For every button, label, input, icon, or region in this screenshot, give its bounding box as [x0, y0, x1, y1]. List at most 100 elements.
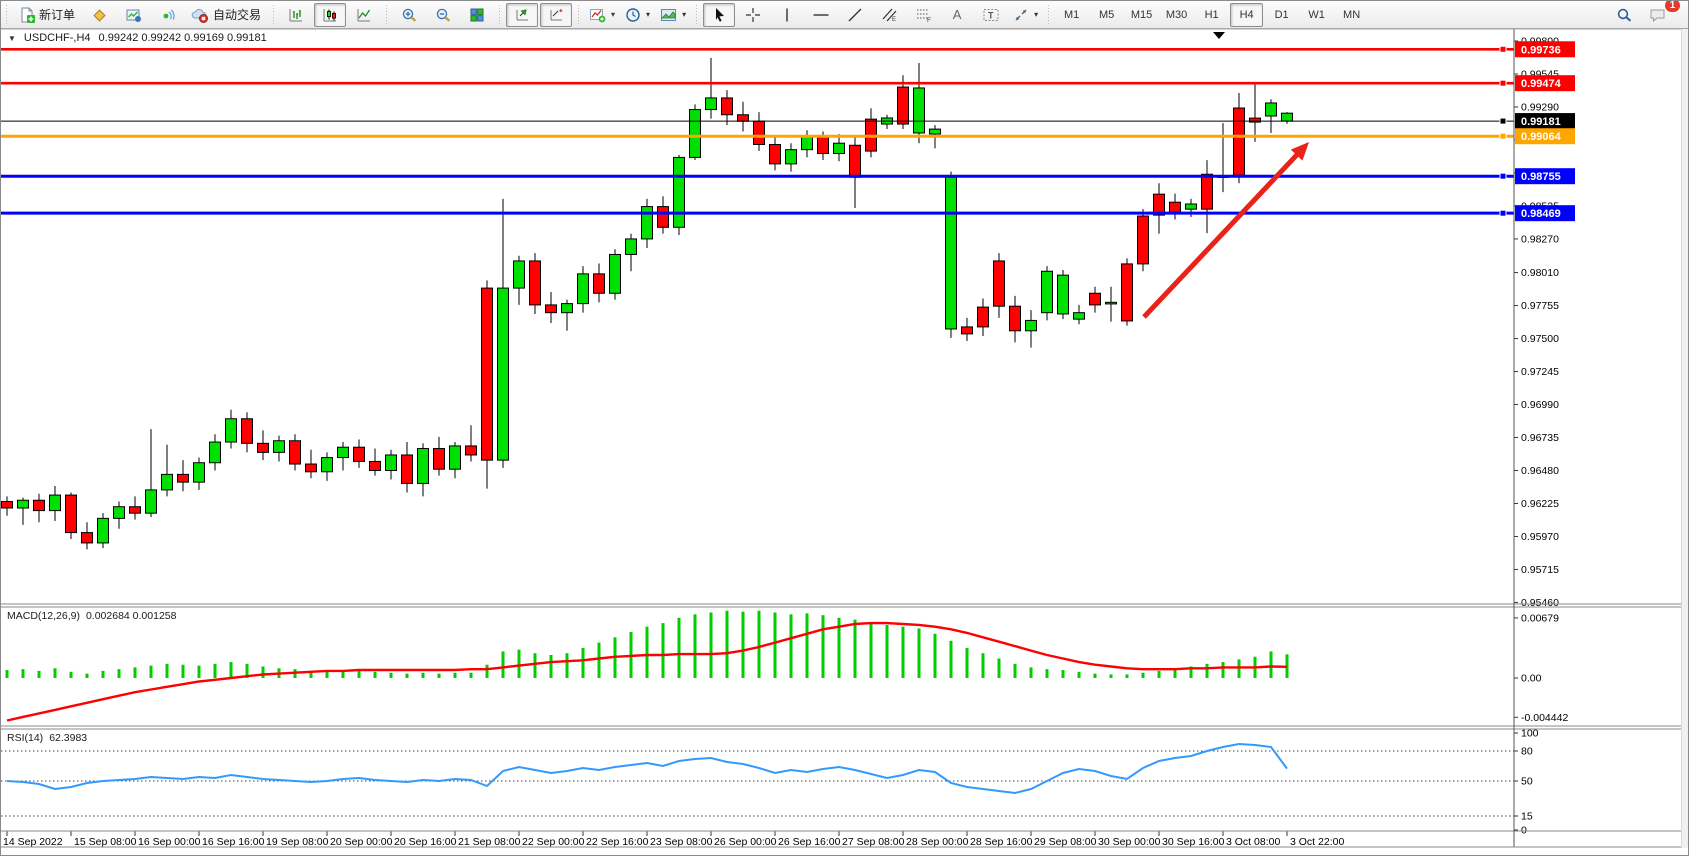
zoom-group [392, 1, 494, 29]
signals-button[interactable] [151, 3, 183, 27]
hline-handle[interactable] [1499, 79, 1507, 87]
candle [705, 57, 717, 119]
price-tags: 0.99736 0.99474 0.99181 0.99064 0.98755 0.984… [1515, 41, 1575, 222]
timeframe-button-mn[interactable]: MN [1343, 8, 1361, 21]
candle [1265, 99, 1277, 133]
horizontal-line-button[interactable] [805, 3, 837, 27]
chat-button[interactable]: 1 [1642, 1, 1680, 27]
periods-button[interactable]: ▾ [621, 3, 654, 27]
svg-text:16 Sep 16:00: 16 Sep 16:00 [202, 836, 265, 848]
timeframe-button-m5[interactable]: M5 [1098, 8, 1115, 21]
svg-text:0.96990: 0.96990 [1521, 399, 1559, 411]
candle [465, 425, 477, 462]
timeframe-button-m1[interactable]: M1 [1063, 8, 1080, 21]
new-order-button[interactable]: 新订单 [13, 3, 81, 27]
fibonacci-button[interactable]: F [907, 3, 939, 27]
equidistant-channel-button[interactable]: E [873, 3, 905, 27]
new-chart-icon [126, 9, 141, 22]
svg-text:0.99290: 0.99290 [1521, 101, 1559, 113]
candle [1025, 310, 1037, 348]
shift-marker-icon[interactable] [1213, 32, 1225, 39]
autotrading-button[interactable]: 自动交易 [185, 3, 267, 27]
line-chart-button[interactable] [348, 3, 380, 27]
search-button[interactable] [1608, 3, 1640, 27]
candle [593, 263, 605, 303]
candle [81, 522, 93, 550]
zoom-out-button[interactable] [427, 3, 459, 27]
candle [65, 492, 77, 540]
text-icon: A [952, 7, 962, 22]
timeframe-button-w1[interactable]: W1 [1308, 8, 1325, 21]
svg-text:0.99736: 0.99736 [1521, 44, 1561, 56]
vertical-line-icon [786, 8, 788, 21]
signals-icon [163, 9, 175, 20]
hline-handle[interactable] [1499, 132, 1507, 140]
arrows-button[interactable]: ▾ [1009, 3, 1042, 27]
new-order-icon [21, 7, 35, 23]
text-button[interactable]: A [941, 3, 973, 27]
trend-arrow[interactable] [1142, 142, 1309, 319]
candlestick-chart-button[interactable] [314, 2, 347, 27]
hline-handle[interactable] [1499, 45, 1507, 53]
rsi-name: RSI(14) [7, 732, 44, 744]
candle [433, 436, 445, 476]
svg-text:0.97245: 0.97245 [1521, 366, 1559, 378]
text-label-button[interactable]: T [975, 3, 1007, 27]
trendline-button[interactable] [839, 3, 871, 27]
timeframe-button-d1[interactable]: D1 [1274, 8, 1289, 21]
vertical-line-button[interactable] [771, 3, 803, 27]
hline-handle[interactable] [1499, 209, 1507, 217]
svg-text:0.98469: 0.98469 [1521, 208, 1561, 220]
zoom-in-button[interactable] [393, 3, 425, 27]
time-axis[interactable]: 14 Sep 2022 15 Sep 08:00 16 Sep 00:00 16 Se… [3, 831, 1344, 848]
metaeditor-button[interactable] [83, 3, 115, 27]
svg-text:0.95970: 0.95970 [1521, 531, 1559, 543]
svg-text:0.96735: 0.96735 [1521, 432, 1559, 444]
chat-badge: 1 [1665, 1, 1680, 12]
svg-text:26 Sep 00:00: 26 Sep 00:00 [714, 836, 777, 848]
insert-group: ▾ ▾ ▾ [584, 1, 691, 29]
crosshair-button[interactable] [737, 3, 769, 27]
toolbar-separator [1045, 4, 1053, 25]
svg-text:100: 100 [1521, 728, 1539, 740]
horizontal-line-icon [813, 13, 829, 16]
cursor-icon [716, 7, 725, 22]
svg-text:3 Oct 08:00: 3 Oct 08:00 [1226, 836, 1280, 848]
tile-windows-button[interactable] [461, 3, 493, 27]
bar-chart-button[interactable] [280, 3, 312, 27]
svg-text:E: E [892, 17, 896, 23]
svg-text:80: 80 [1521, 746, 1533, 758]
templates-button[interactable]: ▾ [656, 3, 690, 27]
svg-text:30 Sep 00:00: 30 Sep 00:00 [1098, 836, 1161, 848]
candle [721, 90, 733, 126]
timeframe-button-m30[interactable]: M30 [1165, 8, 1188, 21]
templates-icon [661, 8, 677, 21]
hline-handle[interactable] [1499, 117, 1507, 125]
candle [369, 448, 381, 476]
timeframe-button-m15[interactable]: M15 [1130, 8, 1153, 21]
timeframe-button-h4[interactable]: H4 [1230, 2, 1264, 27]
hline-handle[interactable] [1499, 172, 1507, 180]
auto-scroll-icon [516, 8, 529, 20]
candle [449, 442, 461, 479]
toolbar-separator [270, 4, 278, 25]
indicators-button[interactable]: ▾ [585, 3, 619, 27]
candle [257, 430, 269, 461]
new-chart-button[interactable] [117, 3, 149, 27]
svg-text:28 Sep 16:00: 28 Sep 16:00 [970, 836, 1033, 848]
macd-axis: 0.00679 0.00 -0.004442 [1514, 612, 1568, 724]
timeframe-button-h1[interactable]: H1 [1204, 8, 1219, 21]
svg-text:0.95715: 0.95715 [1521, 564, 1559, 576]
auto-scroll-button[interactable] [506, 2, 539, 27]
candle [545, 291, 557, 324]
candle [945, 171, 957, 338]
cursor-button[interactable] [703, 2, 736, 27]
ohlc-values: 0.99242 0.99242 0.99169 0.99181 [98, 32, 267, 44]
svg-text:23 Sep 08:00: 23 Sep 08:00 [650, 836, 713, 848]
collapse-triangle-icon[interactable]: ▼ [8, 33, 16, 43]
chart-shift-button[interactable] [540, 2, 573, 27]
svg-text:0.97755: 0.97755 [1521, 300, 1559, 312]
svg-text:0.96480: 0.96480 [1521, 465, 1559, 477]
candle [689, 104, 701, 161]
